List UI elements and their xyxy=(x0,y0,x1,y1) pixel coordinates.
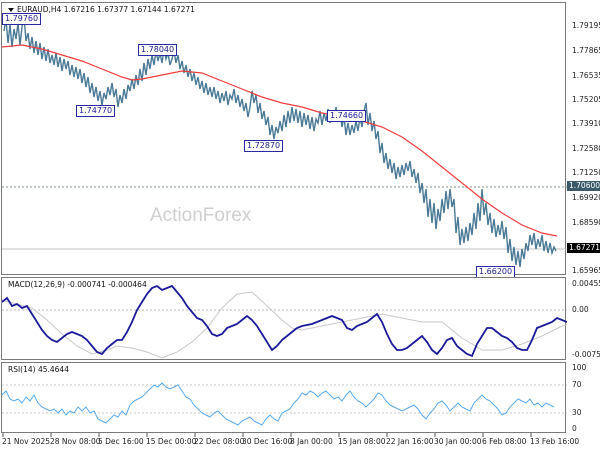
time-label: 13 Feb 16:00 xyxy=(530,437,580,446)
current-price-tag: 1.67271 xyxy=(567,243,600,253)
price-tick: 1.73910 xyxy=(572,119,600,128)
price-tick: 1.71250 xyxy=(572,168,600,177)
price-bars xyxy=(3,16,557,268)
rsi-tick: 100 xyxy=(572,363,587,372)
annotation-low-2: 1.72870 xyxy=(244,140,284,152)
time-axis-ticks xyxy=(2,433,532,437)
time-label: 15 Jan 08:00 xyxy=(338,437,386,446)
macd-svg xyxy=(2,284,567,359)
time-label: 6 Feb 08:00 xyxy=(482,437,527,446)
time-label: 30 Dec 16:00 xyxy=(242,437,293,446)
time-label: 22 Jan 16:00 xyxy=(386,437,434,446)
price-chart-panel[interactable]: EURAUD,H4 1.67216 1.67377 1.67144 1.6727… xyxy=(1,2,567,278)
price-tick: 1.69920 xyxy=(572,193,600,202)
rsi-svg xyxy=(2,382,567,426)
price-tick: 1.76535 xyxy=(572,71,600,80)
rsi-tick: 30 xyxy=(572,408,582,417)
moving-average-line xyxy=(2,44,558,237)
annotation-high-1: 1.79760 xyxy=(2,13,42,25)
macd-panel[interactable]: MACD(12,26,9) -0.000741 -0.000464 xyxy=(1,277,567,360)
time-label: 21 Nov 2025 xyxy=(2,437,51,446)
chart-title[interactable]: EURAUD,H4 1.67216 1.67377 1.67144 1.6727… xyxy=(8,5,195,14)
rsi-panel[interactable]: RSI(14) 45.4644 xyxy=(1,362,567,433)
time-label: 28 Nov 08:00 xyxy=(50,437,101,446)
time-label: 15 Dec 00:00 xyxy=(146,437,197,446)
annotation-high-3: 1.74660 xyxy=(327,110,367,122)
level-price-tag: 1.70600 xyxy=(567,181,600,191)
time-label: 30 Jan 00:00 xyxy=(434,437,482,446)
macd-title: MACD(12,26,9) -0.000741 -0.000464 xyxy=(8,280,147,289)
macd-tick: 0.00 xyxy=(572,305,589,314)
price-tick: 1.72580 xyxy=(572,144,600,153)
rsi-tick: 0 xyxy=(572,424,577,433)
time-label: 22 Dec 08:00 xyxy=(194,437,245,446)
annotation-high-2: 1.78040 xyxy=(138,44,178,56)
watermark: ActionForex xyxy=(150,205,252,226)
price-tick: 1.65965 xyxy=(572,266,600,275)
time-label: 8 Jan 00:00 xyxy=(290,437,333,446)
price-tick: 1.75205 xyxy=(572,95,600,104)
time-label: 5 Dec 16:00 xyxy=(98,437,144,446)
price-tick: 1.77865 xyxy=(572,46,600,55)
rsi-line xyxy=(2,382,555,426)
dropdown-arrow-icon[interactable] xyxy=(8,8,14,12)
rsi-title: RSI(14) 45.4644 xyxy=(8,365,69,374)
annotation-low-1: 1.74770 xyxy=(76,105,116,117)
macd-signal-line xyxy=(2,291,567,359)
price-tick: 1.68590 xyxy=(572,218,600,227)
price-tick: 1.79195 xyxy=(572,21,600,30)
rsi-tick: 70 xyxy=(572,380,582,389)
macd-main-line xyxy=(2,284,567,358)
macd-tick: 0.004553 xyxy=(572,279,600,288)
price-chart-svg xyxy=(2,16,567,268)
macd-tick: -0.007593 xyxy=(572,350,600,359)
